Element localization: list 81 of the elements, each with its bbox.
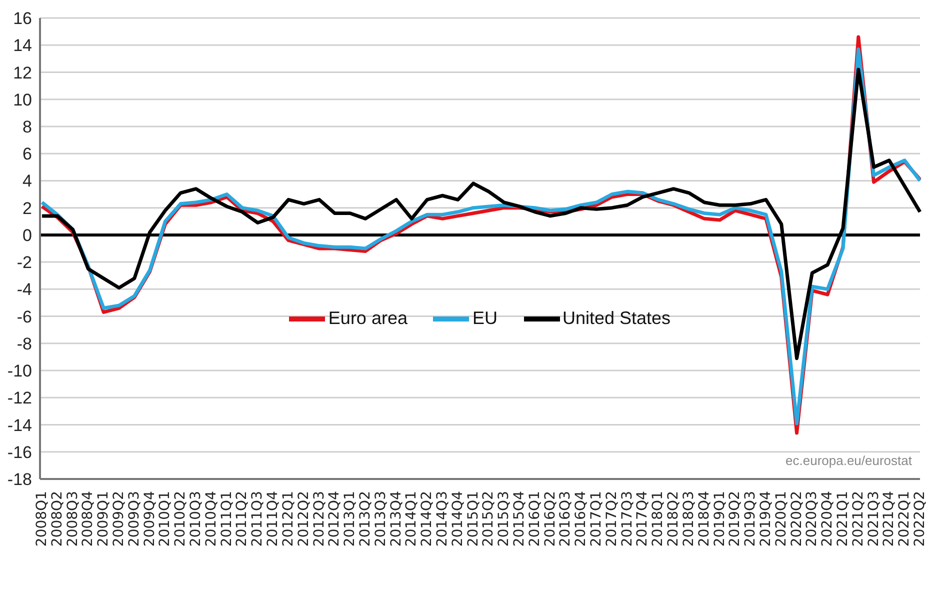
x-tick-label: 2017Q1 <box>588 491 605 547</box>
x-tick-label: 2013Q4 <box>388 490 404 547</box>
y-tick-label: 16 <box>13 9 32 28</box>
x-tick-label: 2017Q4 <box>634 490 651 547</box>
x-tick-label: 2012Q1 <box>280 491 296 547</box>
x-tick-label: 2017Q3 <box>619 491 636 547</box>
x-tick-label: 2015Q1 <box>465 491 482 547</box>
x-tick-label: 2017Q2 <box>604 491 620 547</box>
y-tick-label: 10 <box>13 90 32 110</box>
x-tick-label: 2014Q3 <box>434 491 450 547</box>
x-tick-label: 2019Q1 <box>712 491 728 547</box>
x-tick-label: 2014Q2 <box>419 491 436 547</box>
x-tick-label: 2018Q3 <box>680 491 697 547</box>
x-tick-label: 2022Q2 <box>912 491 928 547</box>
x-tick-label: 2011Q1 <box>218 491 235 547</box>
x-tick-label: 2008Q4 <box>80 490 96 547</box>
y-tick-label: 12 <box>13 63 32 82</box>
x-tick-label: 2021Q1 <box>834 491 851 547</box>
x-tick-label: 2018Q2 <box>666 491 682 547</box>
y-tick-label: 8 <box>22 118 32 137</box>
y-tick-label: -10 <box>7 362 32 381</box>
x-tick-label: 2016Q2 <box>542 491 558 547</box>
y-tick-label: -4 <box>16 280 32 300</box>
y-tick-label: -8 <box>16 334 32 354</box>
x-tick-label: 2010Q2 <box>172 491 189 547</box>
x-tick-label: 2009Q2 <box>111 491 128 547</box>
x-tick-label: 2010Q3 <box>188 491 204 547</box>
x-tick-label: 2020Q2 <box>788 491 805 547</box>
y-tick-label: -18 <box>7 470 32 490</box>
x-tick-label: 2009Q3 <box>126 491 142 547</box>
y-tick-label: -16 <box>7 442 32 462</box>
x-tick-label: 2011Q3 <box>250 491 266 547</box>
x-tick-label: 2021Q2 <box>850 491 866 547</box>
x-tick-label: 2008Q2 <box>49 491 66 547</box>
annotation: ec.europa.eu/eurostat <box>786 453 912 468</box>
x-tick-label: 2014Q4 <box>450 490 466 547</box>
x-tick-label: 2019Q3 <box>742 491 759 547</box>
line-series <box>40 68 922 360</box>
x-tick-label: 2010Q1 <box>157 491 174 547</box>
x-tick-label: 2016Q3 <box>558 491 574 547</box>
y-tick-label: -2 <box>16 253 32 272</box>
legend-label: Euro area <box>328 308 408 330</box>
y-tick-label: 2 <box>22 198 32 218</box>
x-tick-label: 2013Q1 <box>342 491 358 547</box>
x-tick-label: 2009Q1 <box>96 491 112 547</box>
x-tick-label: 2015Q2 <box>480 491 497 547</box>
x-tick-label: 2018Q4 <box>696 490 712 547</box>
x-tick-label: 2022Q1 <box>896 491 913 547</box>
x-tick-label: 2019Q2 <box>727 491 744 547</box>
x-tick-label: 2012Q3 <box>311 491 328 547</box>
y-tick-label: 6 <box>22 144 32 164</box>
x-tick-label: 2021Q3 <box>866 491 882 547</box>
legend-label: United States <box>562 308 671 330</box>
x-tick-label: 2020Q4 <box>820 490 836 547</box>
x-tick-label: 2008Q1 <box>34 491 50 547</box>
x-tick-label: 2011Q2 <box>234 491 250 547</box>
x-tick-label: 2010Q4 <box>203 490 220 547</box>
x-tick-label: 2012Q2 <box>296 491 312 547</box>
x-tick-label: 2009Q4 <box>142 490 158 547</box>
x-tick-label: 2011Q4 <box>265 490 282 547</box>
x-tick-label: 2012Q4 <box>326 490 343 547</box>
x-tick-label: 2008Q3 <box>64 491 81 547</box>
legend-label: EU <box>472 308 498 330</box>
x-tick-label: 2015Q4 <box>512 490 528 547</box>
x-tick-label: 2015Q3 <box>496 491 512 547</box>
x-tick-label: 2019Q4 <box>758 490 774 547</box>
x-tick-label: 2013Q2 <box>357 491 374 547</box>
x-tick-label: 2014Q1 <box>404 491 420 547</box>
y-tick-label: -6 <box>16 307 32 326</box>
y-tick-label: 14 <box>13 36 32 56</box>
y-tick-label: 0 <box>22 226 32 245</box>
x-tick-label: 2013Q3 <box>372 491 389 547</box>
x-tick-label: 2018Q1 <box>650 491 666 547</box>
y-tick-label: 4 <box>22 172 32 191</box>
x-tick-label: 2020Q3 <box>804 491 820 547</box>
x-tick-label: 2016Q1 <box>526 491 543 547</box>
x-tick-label: 2020Q1 <box>773 491 790 547</box>
x-tick-label: 2021Q4 <box>881 490 898 547</box>
y-tick-label: -14 <box>7 416 32 435</box>
y-tick-label: -12 <box>7 388 32 408</box>
x-tick-label: 2016Q4 <box>573 490 590 547</box>
